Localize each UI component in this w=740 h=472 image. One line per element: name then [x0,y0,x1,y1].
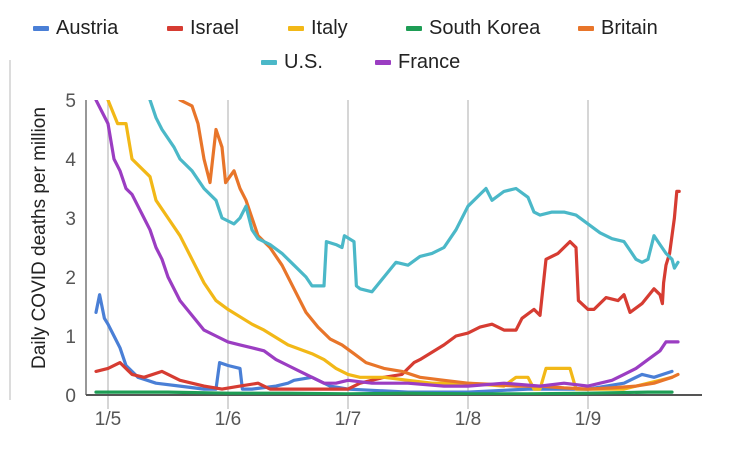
legend-label-britain: Britain [601,17,658,39]
legend-swatch-israel [167,26,183,31]
series-line-italy [106,100,674,391]
x-tick-label: 1/7 [335,409,361,430]
series-lines [94,100,681,395]
y-tick-label: 4 [65,150,76,171]
x-tick-label: 1/9 [575,409,601,430]
x-tick-label: 1/5 [95,409,121,430]
legend-label-u-s-: U.S. [284,51,323,73]
legend-swatch-britain [578,26,594,31]
axes: 1/5 1/6 1/7 1/8 1/9 0 1 2 3 4 5 [9,60,702,430]
y-tick-label: 0 [65,386,76,407]
legend-label-israel: Israel [190,17,239,39]
y-axis-label: Daily COVID deaths per million [29,107,50,369]
legend-swatch-france [375,60,391,65]
legend-label-south-korea: South Korea [429,17,541,39]
y-tick-label: 2 [65,268,76,289]
y-tick-label: 1 [65,327,76,348]
legend-swatch-italy [288,26,304,31]
x-tick-label: 1/8 [455,409,481,430]
legend-swatch-south-korea [406,26,422,31]
series-line-france [94,100,680,388]
x-tick-label: 1/6 [215,409,241,430]
series-line-israel [94,189,681,391]
series-line-u-s- [148,100,680,294]
legend-label-france: France [398,51,460,73]
grid-lines [107,100,589,409]
series-line-austria [94,293,674,394]
legend: Austria Israel Italy South Korea Britain U.S.… [33,17,658,73]
series-line-britain [178,100,680,391]
legend-label-italy: Italy [311,17,348,39]
y-tick-label: 3 [65,209,76,230]
y-tick-label: 5 [65,91,76,112]
legend-label-austria: Austria [56,17,119,39]
series-line-south-korea [94,390,674,395]
legend-swatch-austria [33,26,49,31]
legend-swatch-u-s- [261,60,277,65]
